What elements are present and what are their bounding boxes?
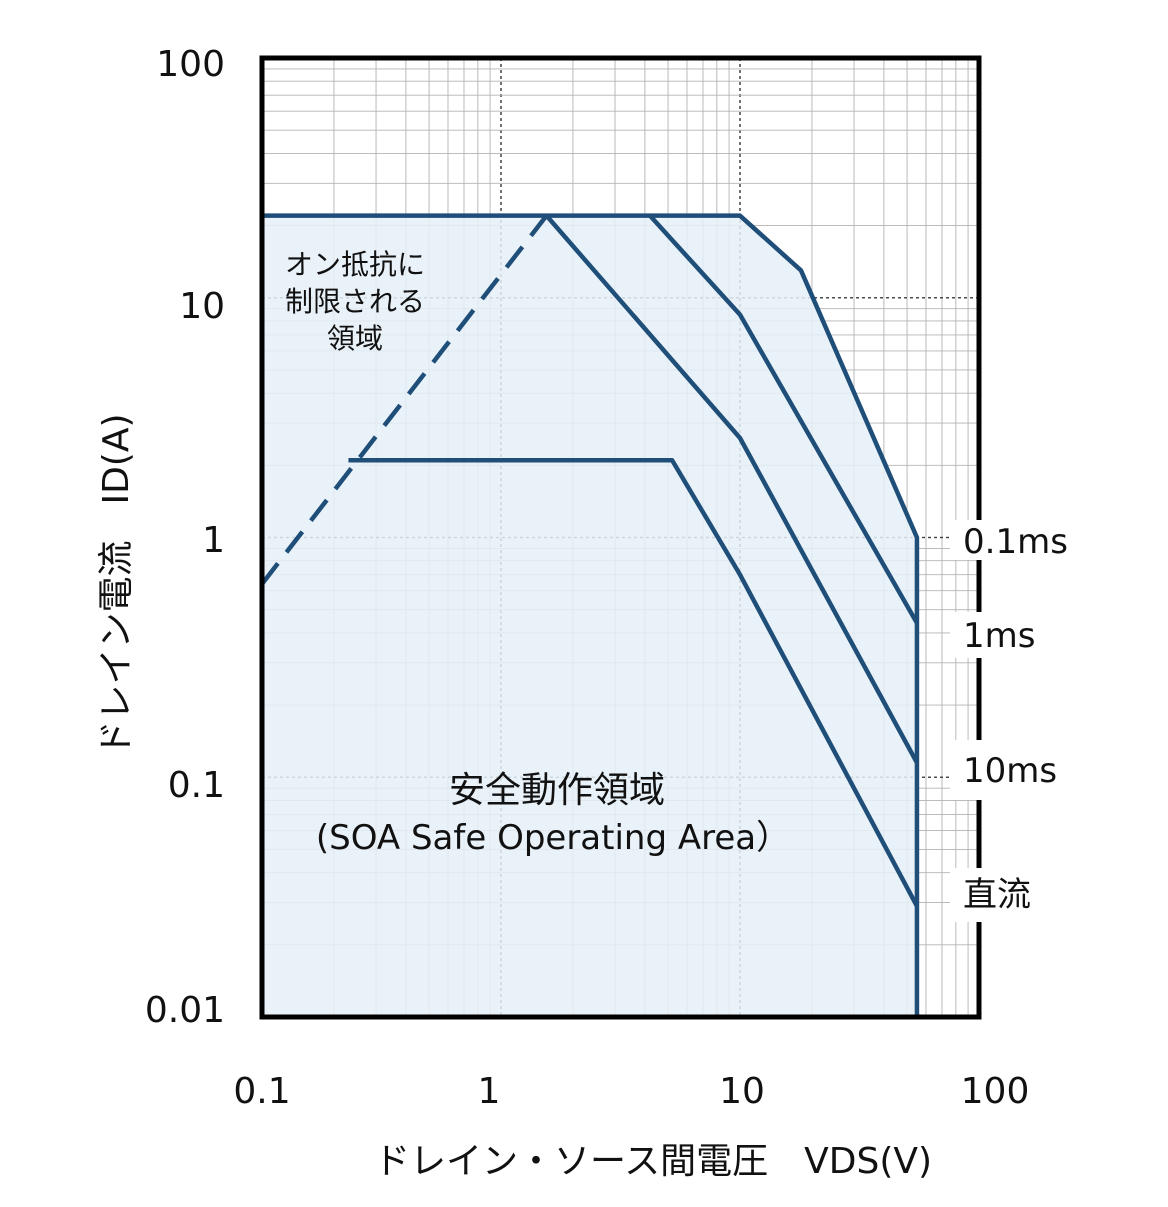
y-tick-100: 100 bbox=[156, 44, 225, 85]
series-line-0.1ms bbox=[262, 213, 920, 1017]
series-labels: 0.1ms 1ms 10ms 直流 bbox=[963, 522, 1068, 915]
series-line-dc bbox=[348, 457, 919, 908]
region-label-line-3: 領域 bbox=[327, 322, 383, 355]
x-tick-labels: 0.1 1 10 100 bbox=[233, 1071, 1029, 1112]
region-label-line-1: オン抵抗に bbox=[285, 248, 425, 281]
series-label-bg bbox=[950, 868, 1075, 922]
x-axis-title: ドレイン・ソース間電圧 VDS(V) bbox=[374, 1141, 932, 1182]
soa-subtitle: (SOA Safe Operating Area） bbox=[316, 818, 790, 858]
x-tick-0.1: 0.1 bbox=[233, 1071, 290, 1112]
x-tick-10: 10 bbox=[719, 1071, 765, 1112]
series-label-bg bbox=[950, 520, 1075, 560]
safe-operating-area bbox=[262, 215, 917, 1017]
y-tick-1: 1 bbox=[202, 520, 225, 561]
soa-title: 安全動作領域 bbox=[449, 770, 665, 811]
series-line-1ms bbox=[648, 214, 919, 625]
series-label-0.1ms: 0.1ms bbox=[963, 522, 1068, 562]
series-label-backgrounds bbox=[950, 520, 1075, 922]
soa-fill bbox=[262, 215, 917, 1017]
series-label-bg bbox=[950, 740, 1075, 800]
series-label-bg bbox=[950, 612, 1075, 658]
series-label-1ms: 1ms bbox=[963, 616, 1035, 656]
series-label-dc: 直流 bbox=[963, 875, 1031, 915]
region-label-line-2: 制限される bbox=[285, 285, 425, 318]
series-label-10ms: 10ms bbox=[963, 751, 1057, 791]
series-line-10ms bbox=[544, 214, 919, 764]
x-tick-100: 100 bbox=[961, 1071, 1030, 1112]
y-tick-labels: 100 10 1 0.1 0.01 bbox=[145, 44, 225, 1031]
y-tick-10: 10 bbox=[179, 286, 225, 327]
y-tick-0.1: 0.1 bbox=[168, 765, 225, 806]
y-tick-0.01: 0.01 bbox=[145, 990, 225, 1031]
x-tick-1: 1 bbox=[478, 1071, 501, 1112]
y-axis-title: ドレイン電流 ID(A) bbox=[96, 413, 137, 756]
on-resistance-region-label: オン抵抗に 制限される 領域 bbox=[285, 248, 425, 355]
